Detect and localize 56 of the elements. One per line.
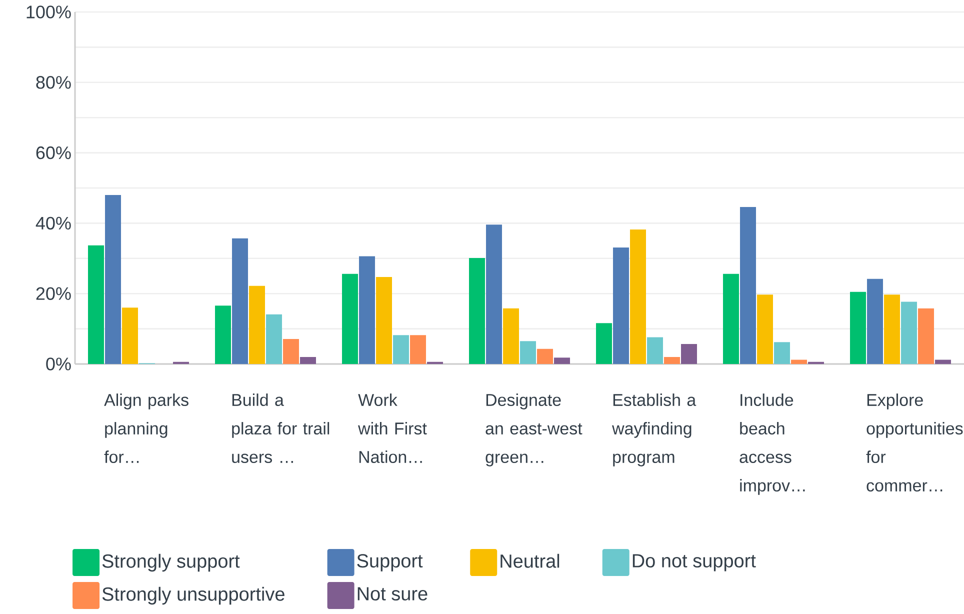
- bar: [850, 292, 866, 364]
- x-tick-label: Explore opportunities for commer…: [866, 394, 963, 492]
- bar: [88, 245, 104, 364]
- bar: [884, 294, 900, 364]
- bar: [215, 306, 231, 364]
- bar: [359, 256, 375, 364]
- legend-label: Do not support: [632, 554, 756, 572]
- bar: [791, 360, 807, 364]
- bar: [342, 274, 358, 364]
- bar: [266, 314, 282, 364]
- bar: [376, 277, 392, 364]
- bar: [681, 344, 697, 364]
- x-tick-label: Work with First Nation…: [358, 394, 427, 464]
- x-tick-label: Align parks planning for…: [104, 394, 188, 464]
- legend-label: Neutral: [500, 554, 560, 568]
- y-tick-label: 20%: [36, 287, 71, 300]
- bar: [300, 356, 316, 364]
- bar: [486, 224, 502, 364]
- y-tick-label: 60%: [36, 146, 71, 160]
- y-tick-label: 80%: [36, 76, 71, 89]
- bar: [867, 278, 883, 364]
- bar: [410, 335, 426, 364]
- bar: [105, 195, 121, 364]
- x-tick-label: Designate an east-west green…: [486, 394, 582, 466]
- bar: [537, 348, 553, 364]
- legend-label: Strongly support: [102, 554, 240, 572]
- bar: [503, 308, 519, 364]
- legend-label: Not sure: [358, 587, 428, 600]
- bar: [232, 238, 248, 364]
- bar: [647, 337, 663, 364]
- y-tick-label: 0%: [46, 358, 71, 370]
- bar: [723, 274, 739, 364]
- x-tick-label: Establish a wayfinding program: [612, 394, 696, 466]
- bar: [122, 308, 138, 364]
- bar: [774, 342, 790, 364]
- legend-label: Strongly unsupportive: [102, 586, 284, 605]
- bar: [520, 341, 536, 364]
- bar: [757, 294, 773, 364]
- bar: [901, 302, 917, 364]
- y-tick-label: 40%: [36, 216, 71, 230]
- bar: [283, 339, 299, 364]
- bar: [740, 207, 756, 364]
- bar: [935, 360, 951, 364]
- x-tick-label: Build a plaza for trail users …: [232, 394, 330, 464]
- bar: [918, 308, 934, 364]
- bar: [393, 335, 409, 364]
- x-tick-label: Include beach access improv…: [740, 394, 805, 495]
- bar: [554, 358, 570, 364]
- bar: [249, 286, 265, 364]
- bar: [630, 230, 646, 364]
- bar: [613, 247, 629, 364]
- y-tick-label: 100%: [26, 6, 71, 18]
- legend-label: Support: [357, 554, 423, 572]
- bar: [664, 356, 680, 364]
- bar: [469, 258, 486, 364]
- bar: [596, 323, 612, 364]
